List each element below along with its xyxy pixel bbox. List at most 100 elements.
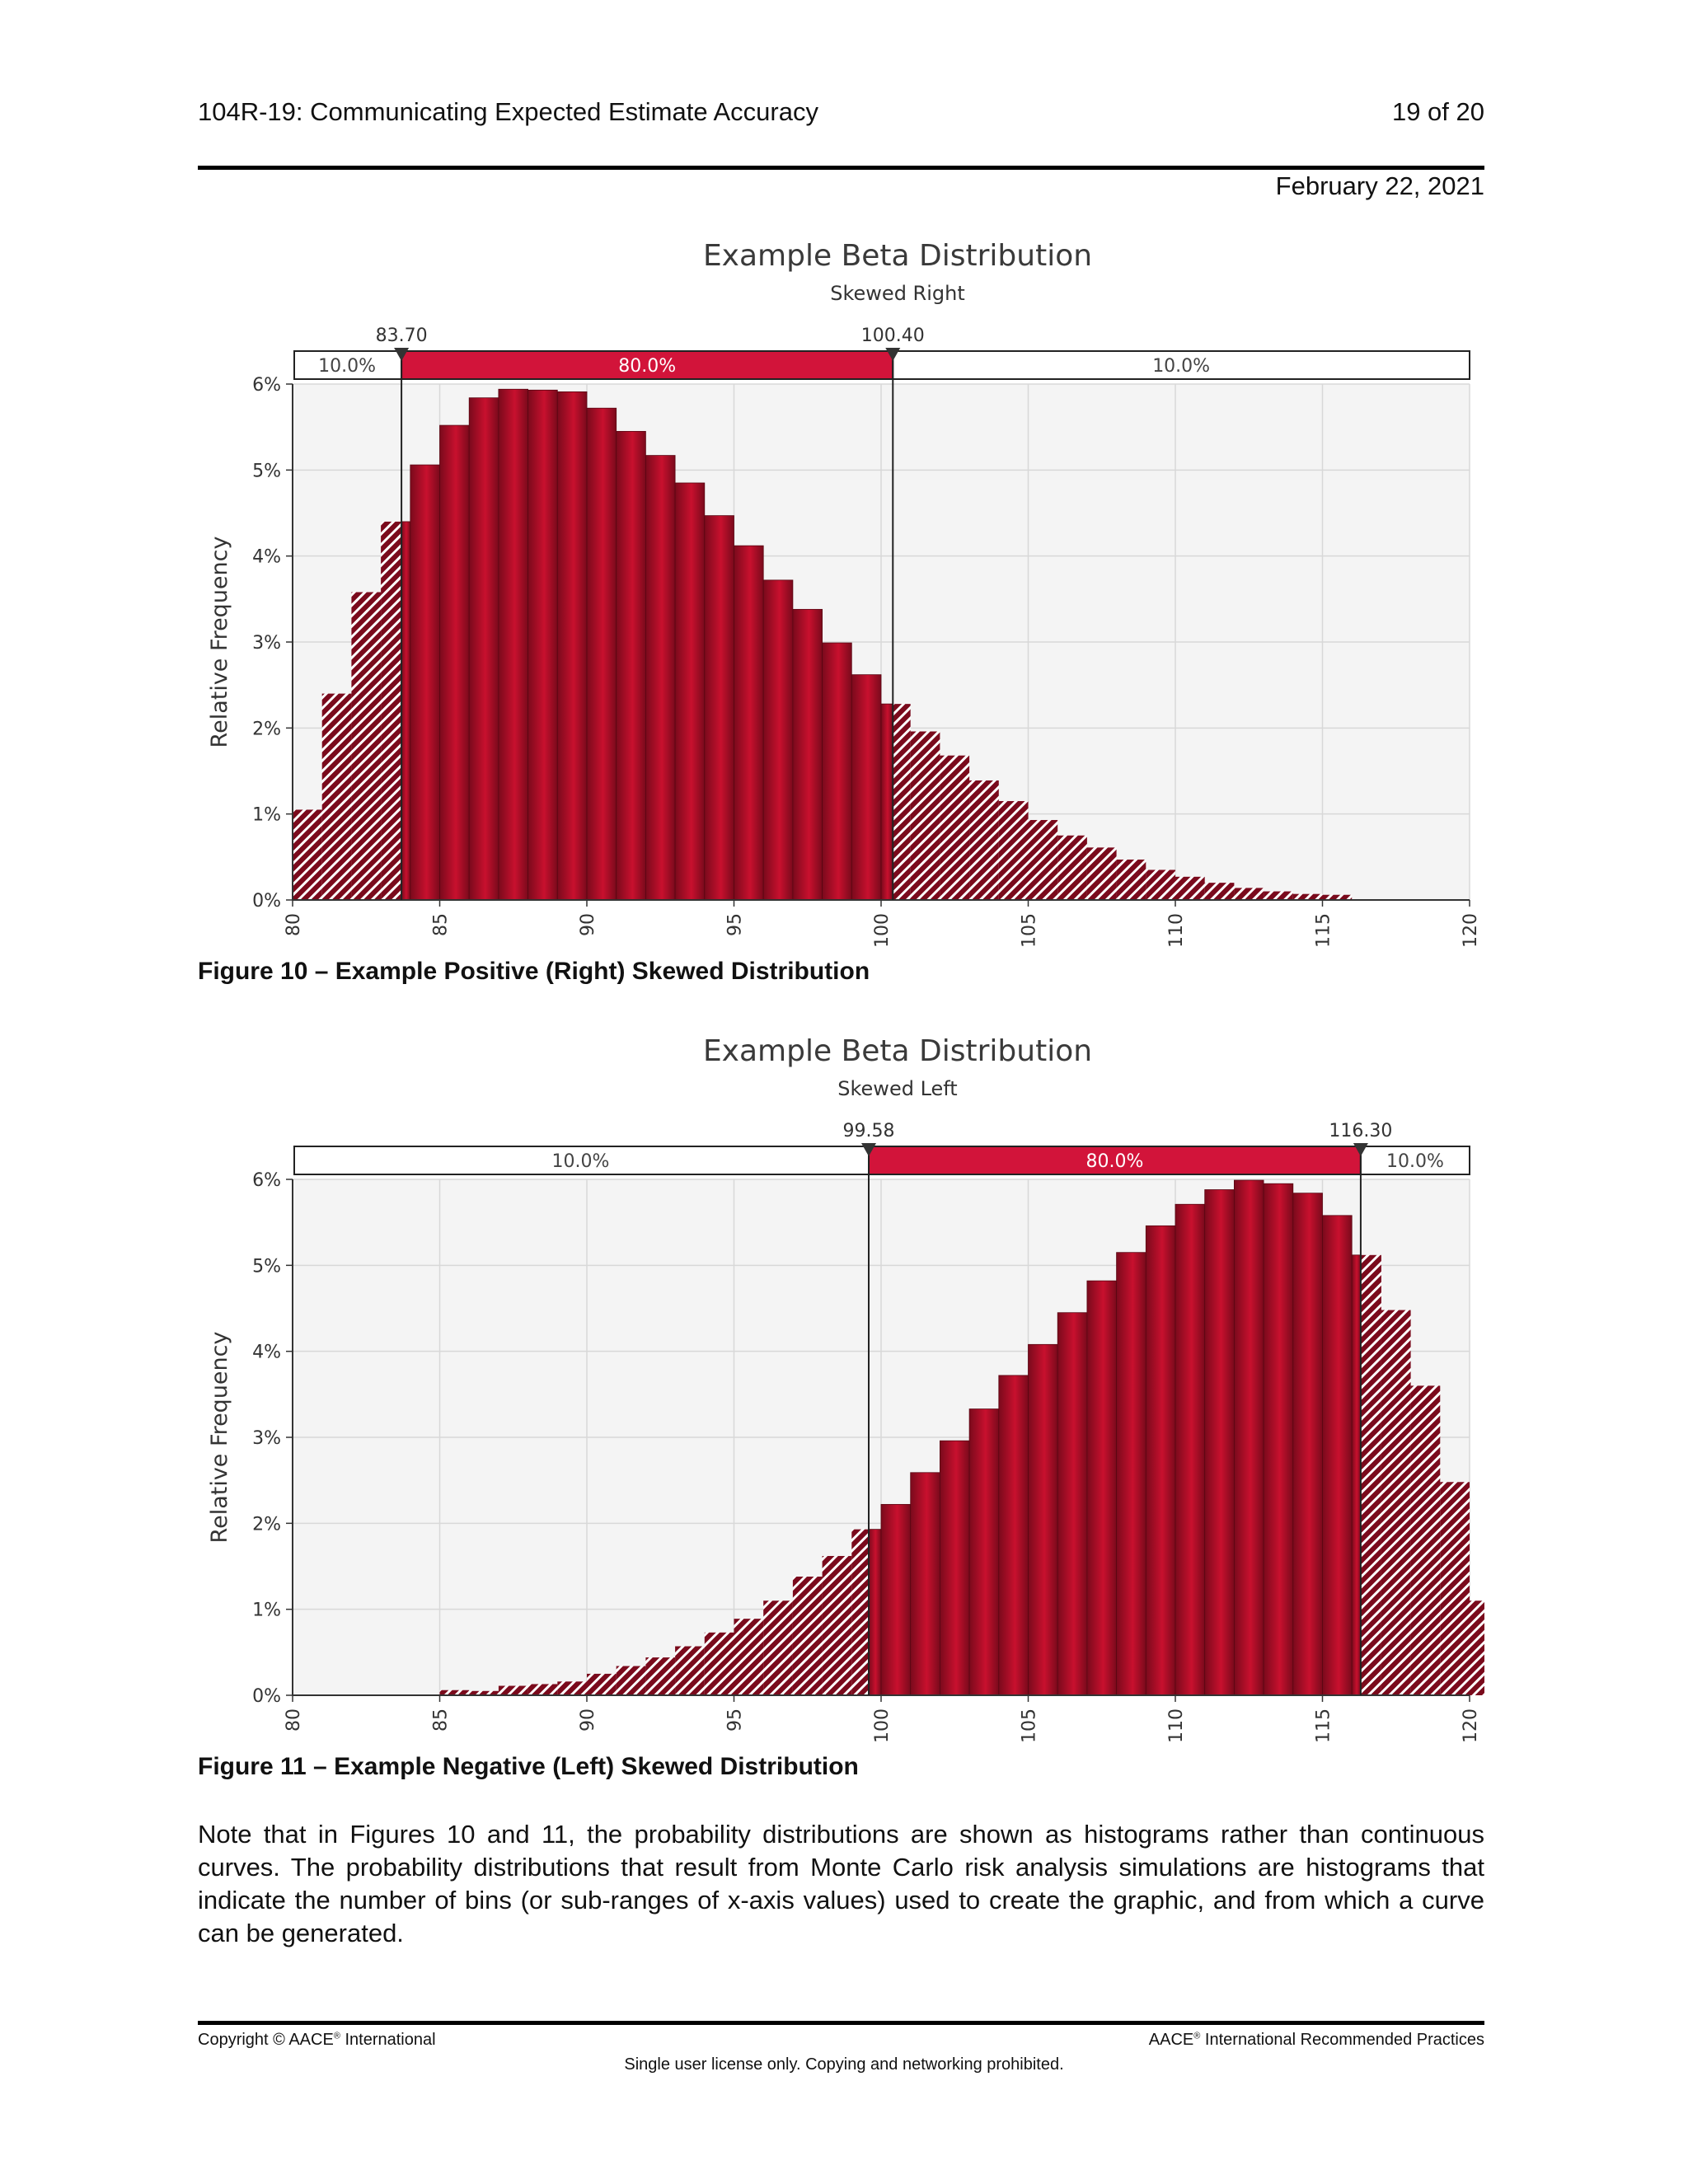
marker-triangle-icon xyxy=(394,348,410,361)
histogram-bar xyxy=(940,755,970,900)
histogram-bar xyxy=(940,1440,970,1696)
percentile-marker-label: 83.70 xyxy=(376,326,428,346)
histogram-bar xyxy=(822,1555,852,1695)
histogram-bar xyxy=(1116,859,1146,900)
band-label-right: 10.0% xyxy=(1386,1151,1444,1172)
y-tick-label: 6% xyxy=(252,375,281,396)
histogram-bar xyxy=(734,1619,764,1695)
marker-triangle-icon xyxy=(885,348,901,361)
histogram-bar xyxy=(498,1685,528,1695)
x-tick-label: 115 xyxy=(1314,1708,1334,1743)
y-tick-label: 0% xyxy=(252,891,281,912)
histogram-svg-1: Example Beta Distribution Skewed Right 0% 1… xyxy=(207,239,1481,948)
histogram-bar xyxy=(1292,1193,1323,1696)
chart-subtitle: Skewed Left xyxy=(837,1077,957,1100)
y-tick-label: 5% xyxy=(252,1256,281,1277)
histogram-bar xyxy=(1234,1179,1264,1696)
histogram-bar xyxy=(586,407,617,901)
histogram-bar xyxy=(674,482,706,901)
y-tick-label: 2% xyxy=(252,1514,281,1535)
histogram-bar xyxy=(1057,1312,1088,1696)
footer-publisher-prefix: AACE xyxy=(1148,2031,1194,2049)
histogram-bar xyxy=(293,809,322,900)
footer-copyright-prefix: Copyright © AACE xyxy=(198,2031,334,2049)
histogram-bar xyxy=(968,1408,1000,1696)
histogram-bar xyxy=(498,388,528,901)
histogram-bar xyxy=(1028,1343,1058,1696)
histogram-bar xyxy=(734,545,764,901)
figure-11-chart: Example Beta Distribution Skewed Left 0% 1%… xyxy=(198,1018,1484,1776)
figure-11-caption: Figure 11 – Example Negative (Left) Skew… xyxy=(198,1753,859,1780)
chart-title: Example Beta Distribution xyxy=(703,239,1092,273)
x-tick-label: 100 xyxy=(872,913,893,948)
histogram-bar xyxy=(616,1666,646,1695)
histogram-bar xyxy=(880,1503,912,1696)
histogram-bar xyxy=(1086,847,1117,900)
y-tick-label: 5% xyxy=(252,461,281,481)
histogram-bar xyxy=(851,1529,870,1695)
band-center xyxy=(868,1146,1362,1175)
footer-copyright: Copyright © AACE® International xyxy=(198,2031,436,2050)
histogram-bar xyxy=(1204,883,1235,900)
histogram-bar xyxy=(439,1690,470,1695)
percentile-marker-label: 116.30 xyxy=(1329,1121,1392,1141)
histogram-bar xyxy=(792,1577,823,1695)
x-tick-label: 105 xyxy=(1020,1708,1040,1743)
marker-triangle-icon xyxy=(861,1143,877,1156)
histogram-bar xyxy=(1175,1203,1206,1696)
x-tick-label: 85 xyxy=(431,1708,452,1732)
histogram-bar xyxy=(381,521,402,900)
x-tick-label: 120 xyxy=(1461,1708,1481,1743)
x-tick-label: 90 xyxy=(578,1708,598,1732)
histogram-bar xyxy=(851,674,882,901)
histogram-bar xyxy=(1381,1310,1411,1695)
histogram-bar xyxy=(1292,893,1323,900)
y-tick-label: 2% xyxy=(252,719,281,739)
chart-title: Example Beta Distribution xyxy=(703,1034,1092,1068)
histogram-bar xyxy=(675,1646,705,1695)
histogram-bar xyxy=(893,704,911,900)
histogram-bar xyxy=(969,780,999,900)
band-label-center: 80.0% xyxy=(618,356,676,377)
footer-publisher: AACE® International Recommended Practice… xyxy=(1149,2031,1484,2050)
histogram-bar xyxy=(1086,1280,1118,1696)
histogram-bar xyxy=(401,521,411,901)
histogram-bar xyxy=(1470,1601,1484,1695)
percentile-marker-label: 99.58 xyxy=(843,1121,895,1141)
figure-10-chart: Example Beta Distribution Skewed Right 0% 1… xyxy=(198,223,1484,981)
band-label-left: 10.0% xyxy=(552,1151,610,1172)
x-tick-label: 80 xyxy=(284,913,304,936)
x-tick-label: 110 xyxy=(1166,913,1187,948)
x-tick-label: 95 xyxy=(725,1708,746,1732)
band-label-right: 10.0% xyxy=(1152,356,1210,377)
y-tick-label: 4% xyxy=(252,1343,281,1363)
y-tick-label: 4% xyxy=(252,547,281,568)
histogram-bar xyxy=(587,1673,617,1695)
x-tick-label: 85 xyxy=(431,913,452,936)
histogram-bar xyxy=(1410,1385,1441,1695)
document-date: February 22, 2021 xyxy=(1275,171,1484,200)
header-rule xyxy=(198,166,1484,170)
histogram-bar xyxy=(645,1657,676,1695)
y-tick-label: 3% xyxy=(252,633,281,654)
histogram-bar xyxy=(704,1632,734,1695)
histogram-bar xyxy=(792,608,823,901)
histogram-bar xyxy=(998,1375,1029,1696)
histogram-bar xyxy=(1146,869,1175,900)
histogram-bar xyxy=(1440,1482,1470,1695)
histogram-bar xyxy=(469,1690,499,1695)
histogram-bar xyxy=(645,455,676,901)
y-tick-label: 1% xyxy=(252,805,281,826)
footer-license: Single user license only. Copying and ne… xyxy=(624,2055,1064,2074)
histogram-bar xyxy=(880,703,893,901)
y-axis-label: Relative Frequency xyxy=(207,1332,232,1544)
histogram-bar xyxy=(557,1681,587,1695)
x-tick-label: 115 xyxy=(1314,913,1334,948)
chart-subtitle: Skewed Right xyxy=(830,282,965,305)
x-tick-label: 95 xyxy=(725,913,746,936)
histogram-bar xyxy=(1028,819,1058,900)
figure-10-caption: Figure 10 – Example Positive (Right) Ske… xyxy=(198,958,870,985)
histogram-bar xyxy=(762,579,794,901)
footer-copyright-sup: ® xyxy=(333,2031,340,2041)
x-tick-label: 80 xyxy=(284,1708,304,1732)
